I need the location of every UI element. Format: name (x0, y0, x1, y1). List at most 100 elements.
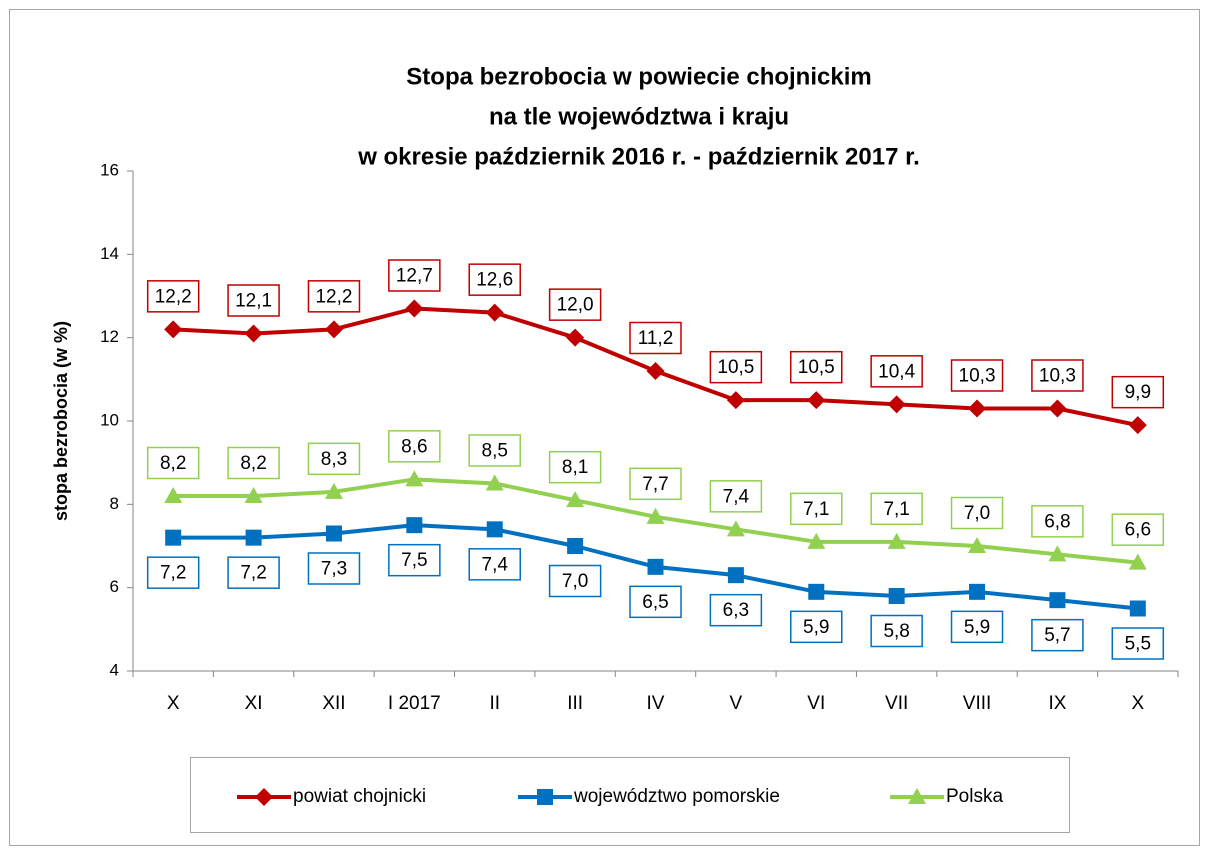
legend-marker (908, 788, 926, 804)
x-tick-label: V (730, 693, 743, 714)
data-label: 6,3 (723, 600, 749, 621)
x-tick-label: II (489, 693, 500, 714)
point (888, 588, 905, 604)
data-label: 7,0 (562, 571, 588, 592)
data-label-box (468, 263, 521, 296)
point (245, 529, 262, 546)
chart-title: Stopa bezrobocia w powiecie chojnickim (406, 63, 871, 90)
point (566, 328, 585, 347)
point (325, 525, 342, 542)
data-label-box (870, 614, 923, 648)
data-label-box (629, 321, 682, 355)
point (405, 470, 424, 487)
data-label-box (870, 355, 923, 388)
point (164, 320, 183, 339)
point (1129, 600, 1146, 617)
data-label: 6,8 (1044, 511, 1070, 532)
point (567, 538, 584, 554)
data-label: 7,0 (964, 503, 990, 524)
point (324, 320, 343, 339)
data-label-box (950, 359, 1004, 392)
data-label: 5,8 (883, 621, 909, 642)
data-label-box (790, 350, 843, 384)
point (324, 482, 343, 499)
data-label-box (146, 280, 200, 313)
point (244, 487, 263, 503)
data-label: 6,6 (1125, 520, 1151, 541)
legend-label: Polska (946, 786, 1003, 807)
point (566, 491, 585, 508)
data-label: 7,4 (723, 486, 750, 507)
point (164, 487, 183, 503)
data-label: 12,7 (396, 266, 433, 287)
data-label: 10,3 (959, 366, 996, 387)
data-label: 11,2 (638, 328, 674, 349)
y-tick-label: 10 (100, 410, 119, 429)
y-axis-label: stopa bezrobocia (w %) (51, 321, 71, 521)
point (807, 391, 826, 410)
point (1048, 545, 1067, 562)
data-label-box (468, 548, 521, 581)
x-tick-label: X (167, 693, 180, 714)
data-label-box (870, 492, 923, 526)
data-label: 7,5 (401, 550, 427, 571)
legend-marker (255, 788, 273, 806)
point (244, 324, 263, 343)
data-label-box (790, 492, 843, 526)
y-tick-label: 14 (100, 244, 119, 263)
data-label: 7,1 (803, 499, 829, 520)
data-label: 7,2 (240, 563, 266, 584)
point (646, 362, 665, 380)
x-tick-label: VI (807, 693, 825, 714)
data-label: 8,6 (401, 436, 427, 457)
data-label-box (950, 610, 1004, 644)
y-tick-label: 12 (100, 327, 119, 346)
data-label: 5,9 (803, 617, 829, 638)
point (1128, 553, 1147, 570)
data-label-box (307, 442, 361, 476)
y-tick-label: 6 (110, 577, 119, 596)
data-label-box (1111, 513, 1165, 546)
data-label: 12,2 (315, 286, 352, 307)
point (485, 474, 504, 491)
point (1049, 592, 1066, 609)
point (808, 583, 825, 600)
data-label-box (1111, 627, 1165, 660)
data-label-box (548, 450, 602, 484)
chart-frame (9, 9, 1200, 846)
data-label: 7,3 (321, 559, 347, 580)
data-label-box (307, 280, 361, 313)
point (406, 517, 423, 534)
data-label: 10,5 (717, 357, 754, 378)
data-label: 12,2 (155, 286, 192, 307)
data-label: 9,9 (1125, 382, 1151, 403)
point (727, 567, 744, 584)
data-label-box (950, 496, 1004, 530)
x-tick-label: I 2017 (388, 693, 441, 714)
data-label-box (1031, 618, 1084, 652)
point (887, 395, 906, 414)
data-label: 7,7 (642, 474, 668, 495)
x-tick-label: IV (647, 693, 665, 714)
y-tick-label: 16 (100, 160, 119, 179)
point (726, 520, 745, 537)
y-tick-label: 8 (110, 494, 119, 513)
data-label: 8,2 (160, 453, 186, 474)
point (887, 532, 906, 549)
data-label-box (227, 556, 280, 589)
x-tick-label: XI (245, 693, 263, 714)
point (726, 391, 745, 410)
data-label-box (629, 467, 682, 501)
data-label-box (388, 259, 441, 292)
x-tick-label: VII (885, 693, 908, 714)
data-label-box (709, 480, 763, 513)
data-label-box (709, 350, 763, 384)
data-label-box (307, 552, 361, 585)
data-label: 8,3 (321, 449, 347, 470)
data-label-box (790, 610, 843, 644)
data-label-box (629, 585, 682, 619)
point (646, 507, 665, 524)
point (647, 558, 664, 575)
point (968, 399, 987, 418)
